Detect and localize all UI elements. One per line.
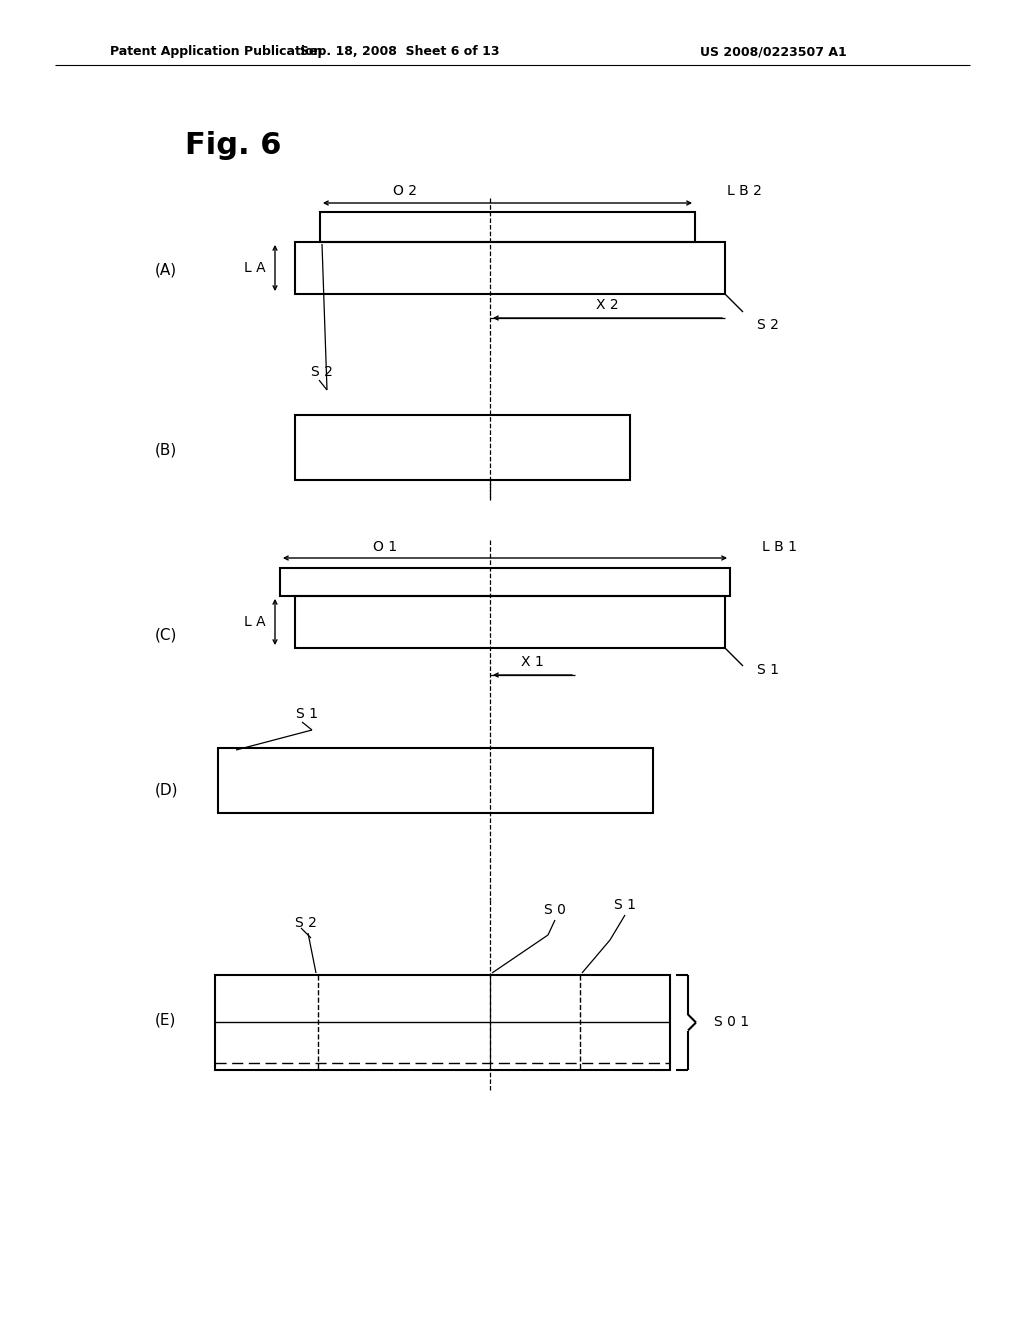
Text: L A: L A: [244, 615, 266, 630]
Text: O 2: O 2: [393, 183, 417, 198]
Text: X 1: X 1: [520, 655, 544, 669]
Text: (A): (A): [155, 263, 177, 277]
Text: S 1: S 1: [296, 708, 318, 721]
Text: Fig. 6: Fig. 6: [185, 131, 282, 160]
Text: X 2: X 2: [596, 298, 618, 312]
Text: L A: L A: [244, 261, 266, 275]
Text: S 2: S 2: [757, 318, 779, 333]
Text: (E): (E): [155, 1012, 176, 1027]
Bar: [295, 242, 725, 294]
Text: S 2: S 2: [311, 366, 333, 379]
Bar: [319, 213, 695, 242]
Bar: [218, 748, 653, 813]
Text: US 2008/0223507 A1: US 2008/0223507 A1: [700, 45, 847, 58]
Text: Patent Application Publication: Patent Application Publication: [110, 45, 323, 58]
Text: (D): (D): [155, 783, 178, 797]
Bar: [215, 975, 670, 1071]
Text: O 1: O 1: [373, 540, 397, 554]
Text: S 1: S 1: [614, 898, 636, 912]
Text: Sep. 18, 2008  Sheet 6 of 13: Sep. 18, 2008 Sheet 6 of 13: [300, 45, 500, 58]
Text: S 0: S 0: [544, 903, 566, 917]
Text: (C): (C): [155, 627, 177, 643]
Text: L B 2: L B 2: [727, 183, 762, 198]
Text: (B): (B): [155, 442, 177, 458]
Bar: [295, 597, 725, 648]
Text: L B 1: L B 1: [762, 540, 797, 554]
Bar: [280, 568, 730, 597]
Text: S 2: S 2: [295, 916, 317, 931]
Text: S 1: S 1: [757, 663, 779, 677]
Bar: [295, 414, 630, 480]
Text: S 0 1: S 0 1: [714, 1015, 750, 1030]
